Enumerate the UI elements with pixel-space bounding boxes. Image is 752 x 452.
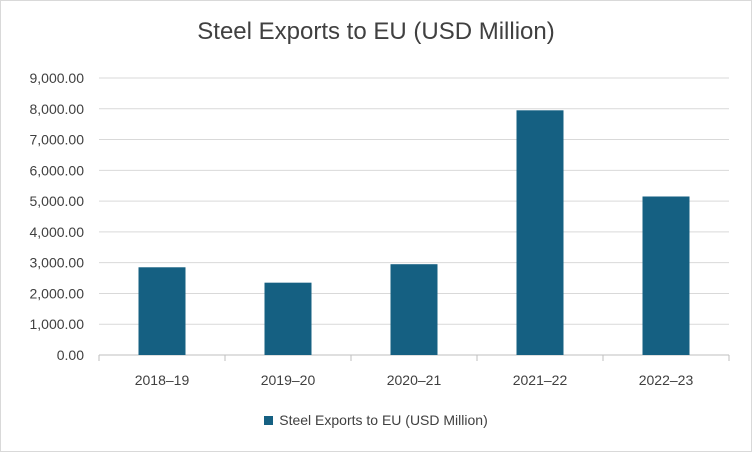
y-tick-label: 3,000.00 <box>30 255 85 271</box>
y-tick-label: 5,000.00 <box>30 193 85 209</box>
x-tick-label: 2021–22 <box>513 372 568 388</box>
y-tick-label: 2,000.00 <box>30 285 85 301</box>
y-tick-label: 7,000.00 <box>30 132 85 148</box>
legend-swatch <box>264 416 274 425</box>
bar-2019–20 <box>264 282 312 355</box>
x-tick-label: 2022–23 <box>639 372 694 388</box>
chart-legend: Steel Exports to EU (USD Million) <box>0 412 752 428</box>
chart-title: Steel Exports to EU (USD Million) <box>197 18 555 45</box>
y-tick-label: 9,000.00 <box>30 70 85 86</box>
y-tick-label: 4,000.00 <box>30 224 85 240</box>
bar-2022–23 <box>642 196 690 355</box>
x-tick-label: 2020–21 <box>387 372 442 388</box>
x-tick-label: 2018–19 <box>135 372 190 388</box>
y-tick-label: 0.00 <box>57 347 84 363</box>
y-tick-label: 1,000.00 <box>30 316 85 332</box>
bar-2021–22 <box>516 110 564 355</box>
y-tick-label: 8,000.00 <box>30 101 85 117</box>
y-tick-label: 6,000.00 <box>30 162 85 178</box>
x-tick-label: 2019–20 <box>261 372 316 388</box>
bar-2020–21 <box>390 264 438 355</box>
legend-label: Steel Exports to EU (USD Million) <box>279 412 488 428</box>
bar-2018–19 <box>138 267 186 355</box>
